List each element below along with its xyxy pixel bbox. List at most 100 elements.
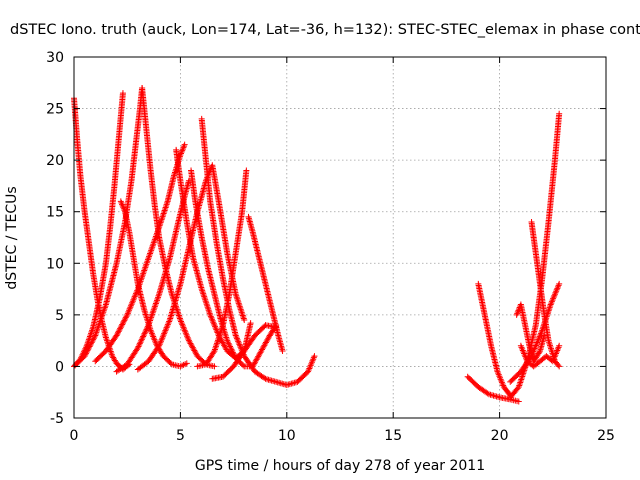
data-point	[118, 322, 125, 329]
data-point	[556, 110, 563, 117]
data-point	[140, 333, 147, 340]
data-point	[261, 323, 268, 330]
data-point	[155, 294, 162, 301]
data-point	[183, 360, 190, 367]
data-point	[181, 327, 188, 334]
data-point	[119, 202, 126, 209]
data-point	[143, 326, 150, 333]
data-point	[180, 361, 187, 368]
data-point	[151, 305, 158, 312]
data-point	[231, 352, 238, 359]
data-point	[149, 311, 156, 318]
data-point	[144, 258, 151, 265]
data-point	[227, 343, 234, 350]
axis-ticks: 0 5 10 15 20 25 -5 0 5 10 15 20 25 30	[46, 50, 615, 444]
data-point	[237, 344, 244, 351]
data-point	[146, 253, 153, 260]
data-point	[556, 363, 563, 370]
data-point	[139, 272, 146, 279]
data-point	[81, 353, 88, 360]
data-point	[117, 324, 124, 331]
x-tick-label: 15	[384, 428, 402, 444]
data-point	[119, 201, 126, 208]
data-point	[555, 362, 562, 369]
data-point	[142, 262, 149, 269]
data-point	[554, 283, 561, 290]
data-point	[150, 239, 157, 246]
data-point	[142, 327, 149, 334]
data-point	[155, 292, 162, 299]
data-point	[551, 291, 558, 298]
data-point	[235, 298, 242, 305]
data-point	[162, 204, 169, 211]
data-point	[232, 291, 239, 298]
data-point	[202, 298, 209, 305]
data-series	[464, 373, 522, 405]
data-point	[120, 318, 127, 325]
data-point	[554, 285, 561, 292]
data-point	[205, 307, 212, 314]
y-tick-label: 20	[46, 153, 64, 169]
data-point	[213, 326, 220, 333]
data-point	[138, 337, 145, 344]
data-point	[518, 376, 525, 383]
data-point	[546, 306, 553, 313]
data-point	[175, 310, 182, 317]
data-point	[121, 317, 128, 324]
data-point	[146, 252, 153, 259]
data-point	[548, 300, 555, 307]
data-point	[153, 297, 160, 304]
data-point	[179, 321, 186, 328]
y-tick-label: 0	[55, 359, 64, 375]
data-point	[233, 335, 240, 342]
data-point	[91, 333, 98, 340]
data-point	[183, 331, 190, 338]
data-point	[115, 328, 122, 335]
data-point	[120, 205, 127, 212]
data-point	[140, 332, 147, 339]
data-point	[232, 332, 239, 339]
data-point	[229, 349, 236, 356]
data-point	[211, 363, 218, 370]
data-point	[235, 339, 242, 346]
data-point	[87, 342, 94, 349]
x-tick-label: 25	[597, 428, 615, 444]
data-point	[178, 318, 185, 325]
data-point	[152, 300, 159, 307]
data-series	[209, 322, 280, 382]
data-point	[241, 317, 248, 324]
data-point	[181, 143, 188, 150]
data-point	[82, 351, 89, 358]
data-point	[547, 301, 554, 308]
y-axis-label: dSTEC / TECUs	[4, 186, 20, 289]
data-point	[150, 308, 157, 315]
data-point	[210, 349, 217, 356]
data-point	[154, 295, 161, 302]
data-point	[139, 334, 146, 341]
data-series	[475, 280, 514, 399]
data-point	[550, 294, 557, 301]
chart-title: dSTEC Iono. truth (auck, Lon=174, Lat=-3…	[10, 22, 640, 38]
data-point	[144, 325, 151, 332]
x-tick-label: 5	[176, 428, 185, 444]
data-point	[89, 337, 96, 344]
data-point	[88, 339, 95, 346]
data-point	[180, 144, 187, 151]
data-point	[182, 330, 189, 337]
data-point	[177, 151, 184, 158]
data-point	[514, 308, 521, 315]
data-point	[149, 242, 156, 249]
data-series	[113, 177, 192, 375]
data-point	[150, 241, 157, 248]
data-point	[552, 289, 559, 296]
data-point	[153, 298, 160, 305]
data-point	[122, 314, 129, 321]
data-point	[233, 333, 240, 340]
data-point	[123, 313, 130, 320]
data-point	[235, 338, 242, 345]
data-point	[545, 307, 552, 314]
data-point	[179, 322, 186, 329]
data-point	[550, 295, 557, 302]
data-point	[517, 379, 524, 386]
data-point	[234, 297, 241, 304]
